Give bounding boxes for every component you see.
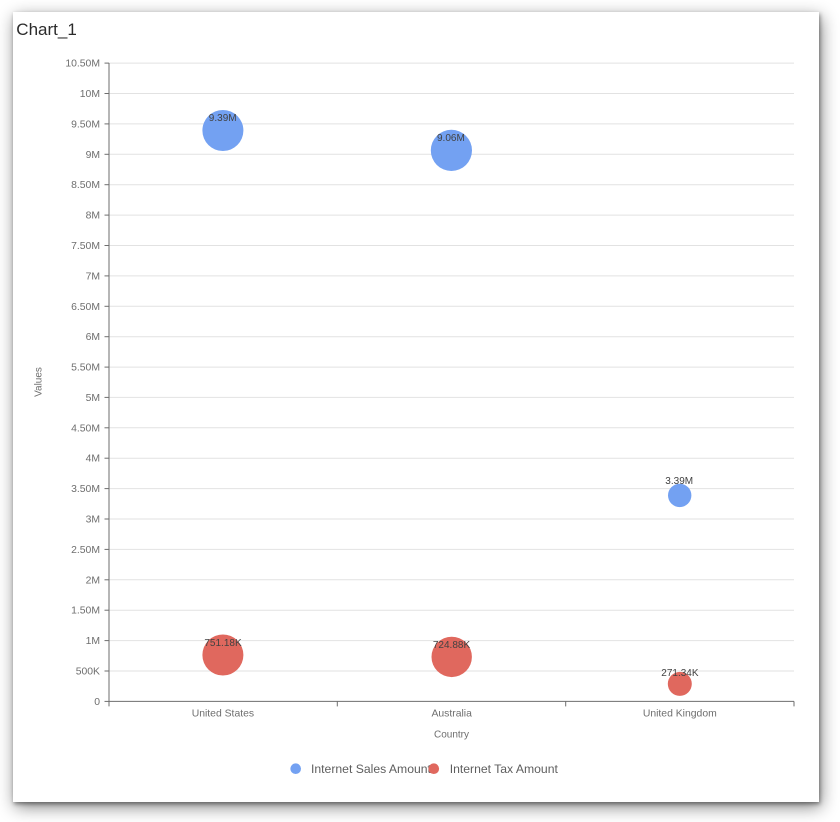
- svg-text:Values: Values: [34, 367, 45, 397]
- svg-text:2M: 2M: [86, 575, 100, 586]
- svg-text:9.50M: 9.50M: [71, 119, 100, 130]
- svg-text:6.50M: 6.50M: [71, 302, 100, 313]
- svg-text:10.50M: 10.50M: [65, 59, 100, 70]
- svg-text:3.39M: 3.39M: [665, 476, 693, 487]
- svg-text:5M: 5M: [86, 393, 100, 404]
- svg-text:751.18K: 751.18K: [204, 638, 242, 649]
- svg-text:Australia: Australia: [431, 708, 472, 719]
- svg-text:8M: 8M: [86, 211, 100, 222]
- svg-text:United States: United States: [192, 708, 254, 719]
- svg-text:Chart_1: Chart_1: [16, 20, 76, 39]
- svg-text:United Kingdom: United Kingdom: [643, 708, 717, 719]
- svg-text:271.34K: 271.34K: [661, 668, 699, 679]
- svg-text:4.50M: 4.50M: [71, 423, 100, 434]
- svg-text:6M: 6M: [86, 332, 100, 343]
- svg-text:3M: 3M: [86, 515, 100, 526]
- svg-text:500K: 500K: [76, 667, 100, 678]
- svg-text:7M: 7M: [86, 271, 100, 282]
- svg-text:724.88K: 724.88K: [433, 640, 471, 651]
- svg-text:0: 0: [94, 697, 100, 708]
- svg-text:4M: 4M: [86, 454, 100, 465]
- svg-text:5.50M: 5.50M: [71, 363, 100, 374]
- svg-text:Internet Sales Amount: Internet Sales Amount: [311, 762, 432, 776]
- svg-text:9.39M: 9.39M: [209, 113, 237, 124]
- svg-text:9.06M: 9.06M: [437, 133, 465, 144]
- svg-text:10M: 10M: [80, 89, 100, 100]
- svg-text:2.50M: 2.50M: [71, 545, 100, 556]
- svg-text:Country: Country: [434, 730, 469, 741]
- svg-text:1.50M: 1.50M: [71, 606, 100, 617]
- svg-text:1M: 1M: [86, 636, 100, 647]
- svg-text:9M: 9M: [86, 150, 100, 161]
- svg-text:3.50M: 3.50M: [71, 484, 100, 495]
- svg-text:7.50M: 7.50M: [71, 241, 100, 252]
- svg-text:8.50M: 8.50M: [71, 180, 100, 191]
- svg-text:Internet Tax Amount: Internet Tax Amount: [450, 762, 559, 776]
